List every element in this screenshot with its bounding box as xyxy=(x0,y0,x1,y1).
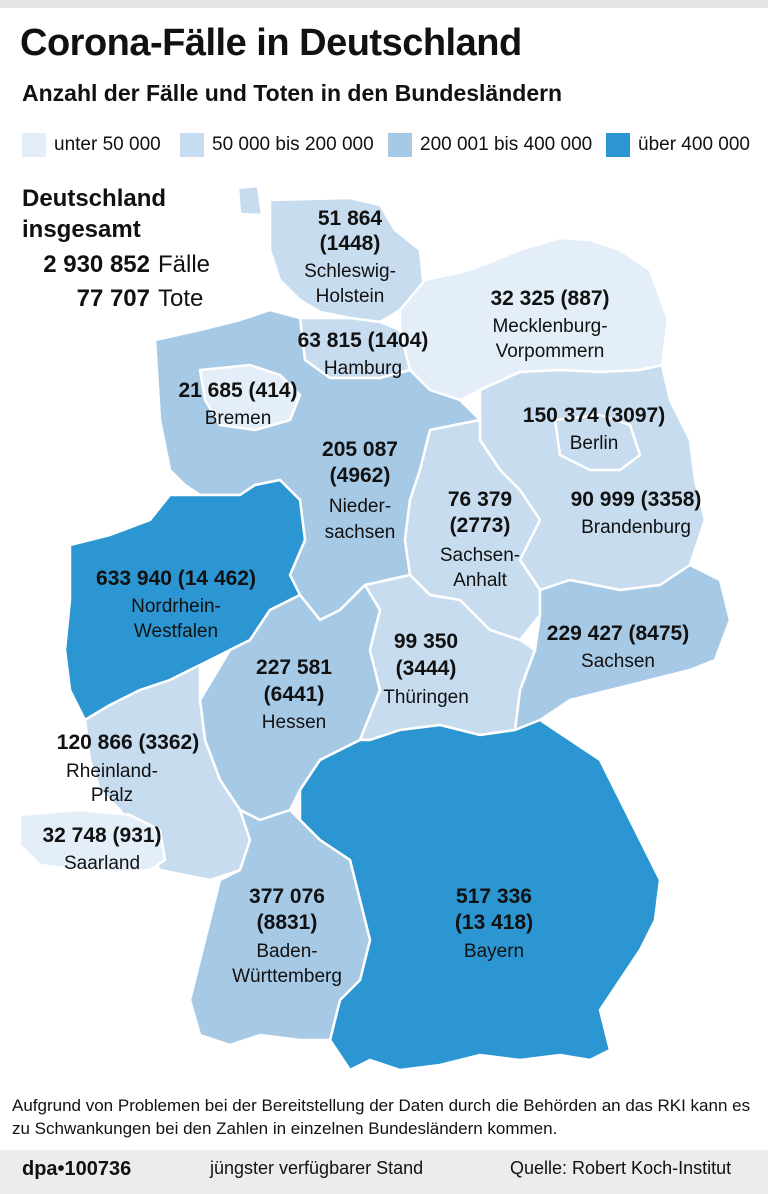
label-hb-name: Bremen xyxy=(205,408,272,429)
label-ni-cases: 205 087 xyxy=(322,438,398,461)
state-shape-be xyxy=(553,413,642,472)
label-he-cases: 227 581 xyxy=(256,656,332,679)
dpa-logo: dpa•100736 xyxy=(22,1158,132,1180)
label-sl-values: 32 748 (931) xyxy=(42,824,161,847)
legend-swatch xyxy=(388,133,412,157)
state-shapes xyxy=(18,184,732,1072)
label-hh-values: 63 815 (1404) xyxy=(298,329,429,352)
page-subtitle: Anzahl der Fälle und Toten in den Bundes… xyxy=(22,80,563,106)
top-bar xyxy=(0,0,768,8)
label-bw-deaths: (8831) xyxy=(257,911,318,934)
label-mv-name2: Vorpommern xyxy=(496,341,605,362)
label-bw-name2: Württemberg xyxy=(232,966,342,987)
label-sn-values: 229 427 (8475) xyxy=(547,622,689,645)
label-be-name: Berlin xyxy=(570,433,619,454)
label-sh-name2: Holstein xyxy=(316,286,385,307)
state-shape-sl xyxy=(18,808,167,874)
state-shape-hb xyxy=(198,363,302,432)
label-nw-values: 633 940 (14 462) xyxy=(96,567,256,590)
label-sh-deaths: (1448) xyxy=(320,232,381,255)
total-deaths-label: Tote xyxy=(158,285,204,312)
label-st-deaths: (2773) xyxy=(450,514,511,537)
label-rp-name2: Pfalz xyxy=(91,785,133,806)
label-st-name1: Sachsen- xyxy=(440,545,520,566)
legend-swatch xyxy=(606,133,630,157)
source-text: Quelle: Robert Koch-Institut xyxy=(510,1158,732,1178)
state-labels: 51 864 (1448) Schleswig- Holstein 32 325… xyxy=(42,207,701,987)
label-st-cases: 76 379 xyxy=(448,488,512,511)
label-rp-values: 120 866 (3362) xyxy=(57,731,199,754)
legend-label: über 400 000 xyxy=(638,134,750,155)
label-sn-name: Sachsen xyxy=(581,651,655,672)
label-rp-name1: Rheinland- xyxy=(66,761,158,782)
label-ni-name1: Nieder- xyxy=(329,496,391,517)
legend: unter 50 000 50 000 bis 200 000 200 001 … xyxy=(22,133,752,159)
label-mv-name1: Mecklenburg- xyxy=(492,316,607,337)
label-nw-name1: Nordrhein- xyxy=(131,596,221,617)
state-shape-bw xyxy=(188,808,372,1047)
state-shape-st xyxy=(403,418,542,642)
label-be-values: 150 374 (3097) xyxy=(523,404,665,427)
label-by-cases: 517 336 xyxy=(456,885,532,908)
legend-label: unter 50 000 xyxy=(54,134,161,155)
label-sh-cases: 51 864 xyxy=(318,207,383,230)
label-th-deaths: (3444) xyxy=(396,657,457,680)
stand-text: jüngster verfügbarer Stand xyxy=(210,1158,424,1178)
label-th-cases: 99 350 xyxy=(394,630,458,653)
label-sh-name1: Schleswig- xyxy=(304,261,396,282)
legend-item-over-400000: über 400 000 xyxy=(606,133,750,157)
total-deaths-value: 77 707 xyxy=(76,285,150,312)
total-cases-label: Fälle xyxy=(158,251,211,278)
total-cases-value: 2 930 852 xyxy=(43,251,150,278)
total-deaths-row: 77 707 Tote xyxy=(22,279,262,313)
legend-label: 200 001 bis 400 000 xyxy=(420,134,593,155)
label-st-name2: Anhalt xyxy=(453,570,508,591)
label-ni-name2: sachsen xyxy=(325,522,396,543)
label-th-name: Thüringen xyxy=(383,687,469,708)
label-he-name: Hessen xyxy=(262,712,326,733)
state-shape-sh-isle xyxy=(236,184,264,217)
label-bb-name: Brandenburg xyxy=(581,517,691,538)
state-shape-sn xyxy=(513,563,732,732)
label-by-deaths: (13 418) xyxy=(455,911,533,934)
label-bb-values: 90 999 (3358) xyxy=(571,488,702,511)
label-hb-values: 21 685 (414) xyxy=(178,379,297,402)
data-note: Aufgrund von Problemen bei der Bereitste… xyxy=(12,1096,751,1138)
total-heading-line1: Deutschland xyxy=(22,185,167,212)
total-heading-line2: insgesamt xyxy=(22,216,141,243)
footer: dpa•100736 jüngster verfügbarer Stand Qu… xyxy=(0,1150,768,1194)
legend-label: 50 000 bis 200 000 xyxy=(212,134,374,155)
label-bw-cases: 377 076 xyxy=(249,885,325,908)
total-cases-row: 2 930 852 Fälle xyxy=(22,245,262,279)
germany-total: Deutschland insgesamt 2 930 852 Fälle 77… xyxy=(22,183,262,313)
legend-item-200001-400000: 200 001 bis 400 000 xyxy=(388,133,592,157)
label-he-deaths: (6441) xyxy=(264,683,325,706)
legend-swatch xyxy=(180,133,204,157)
page-title: Corona-Fälle in Deutschland xyxy=(20,22,522,64)
label-mv-values: 32 325 (887) xyxy=(490,287,609,310)
label-ni-deaths: (4962) xyxy=(330,464,391,487)
label-by-name: Bayern xyxy=(464,941,524,962)
label-nw-name2: Westfalen xyxy=(134,621,218,642)
label-hh-name: Hamburg xyxy=(324,358,402,379)
legend-swatch xyxy=(22,133,46,157)
legend-item-under-50000: unter 50 000 xyxy=(22,133,161,157)
label-bw-name1: Baden- xyxy=(256,941,317,962)
legend-item-50000-200000: 50 000 bis 200 000 xyxy=(180,133,374,157)
label-sl-name: Saarland xyxy=(64,853,140,874)
state-shape-sh xyxy=(268,196,427,324)
